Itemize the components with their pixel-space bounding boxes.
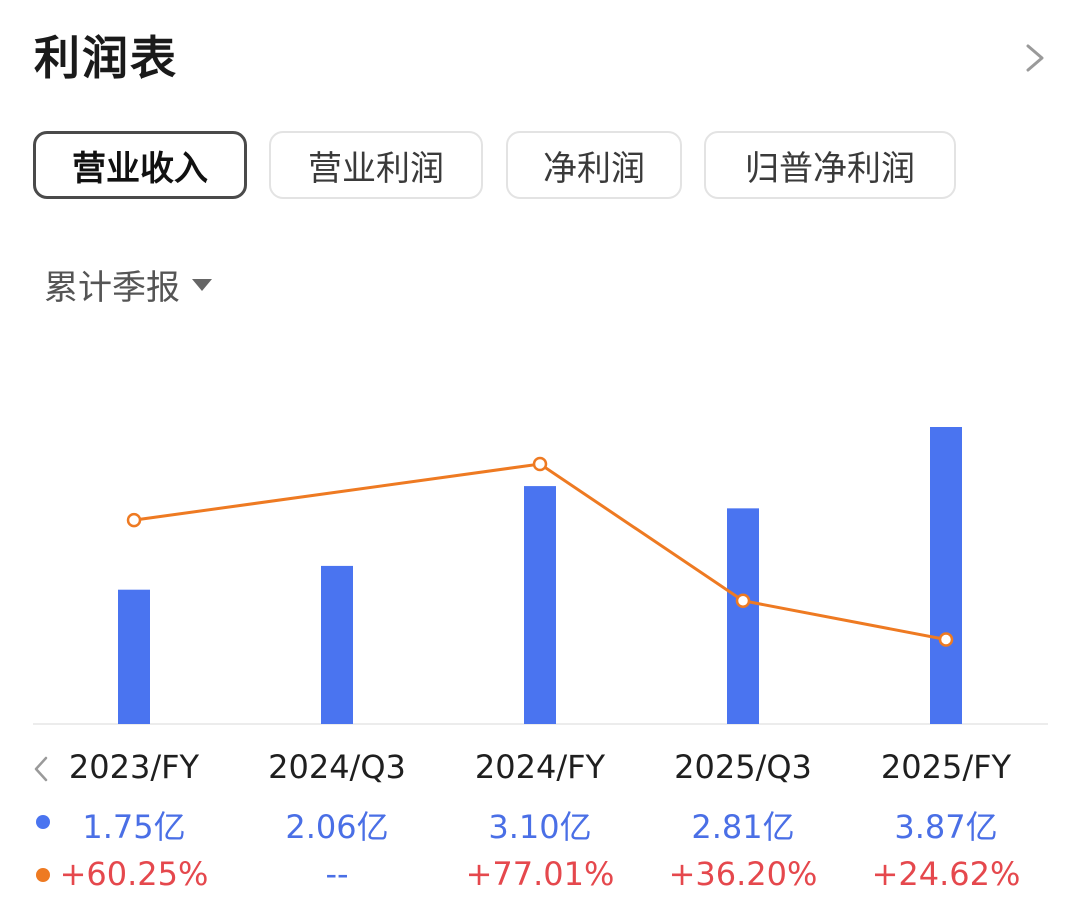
- growth-point-2025/FY[interactable]: [938, 632, 954, 647]
- bar-2024/FY[interactable]: [524, 486, 556, 724]
- period-label: 累计季报: [44, 268, 180, 308]
- chevron-right-icon[interactable]: [1020, 38, 1050, 78]
- tab-label: 营业利润: [308, 148, 444, 189]
- growth-value: +77.01%: [465, 855, 615, 893]
- tab-attributable-net-profit[interactable]: 归普净利润: [704, 131, 956, 199]
- growth-line: [133, 462, 947, 641]
- revenue-legend-dot: [36, 815, 50, 829]
- period-selector[interactable]: 累计季报: [44, 260, 212, 309]
- revenue-value: 3.10亿: [488, 808, 592, 846]
- tab-label: 净利润: [543, 148, 645, 189]
- bar-2025/Q3[interactable]: [727, 508, 759, 724]
- header: 利润表: [34, 28, 1050, 88]
- x-tick-label: 2023/FY: [68, 748, 200, 786]
- revenue-chart: [33, 427, 1048, 725]
- growth-value: +24.62%: [871, 855, 1021, 893]
- bar-2025/FY[interactable]: [930, 427, 962, 724]
- revenue-value: 3.87亿: [894, 808, 998, 846]
- x-tick-label: 2024/Q3: [268, 748, 406, 786]
- bar-2023/FY[interactable]: [118, 589, 150, 724]
- growth-point-2025/Q3[interactable]: [735, 593, 751, 608]
- chevron-left-icon[interactable]: [30, 752, 52, 786]
- growth-legend-dot: [36, 868, 50, 882]
- page-title: 利润表: [34, 31, 178, 85]
- growth-value: +60.25%: [59, 855, 209, 893]
- tab-net-profit[interactable]: 净利润: [506, 131, 682, 199]
- dropdown-arrow-icon: [192, 278, 212, 291]
- tab-operating-revenue[interactable]: 营业收入: [33, 131, 247, 199]
- revenue-value: 1.75亿: [82, 808, 186, 846]
- revenue-value: 2.06亿: [285, 808, 389, 846]
- growth-point-2023/FY[interactable]: [126, 512, 142, 528]
- growth-value: --: [325, 855, 349, 893]
- growth-value: +36.20%: [668, 855, 818, 893]
- x-tick-label: 2024/FY: [474, 748, 606, 786]
- tab-label: 归普净利润: [745, 148, 915, 189]
- revenue-value: 2.81亿: [691, 808, 795, 846]
- tab-label: 营业收入: [72, 148, 208, 189]
- x-tick-label: 2025/FY: [880, 748, 1012, 786]
- bar-2024/Q3[interactable]: [321, 565, 353, 724]
- tab-operating-profit[interactable]: 营业利润: [269, 131, 483, 199]
- growth-point-2024/FY[interactable]: [532, 456, 548, 472]
- x-tick-label: 2025/Q3: [674, 748, 812, 786]
